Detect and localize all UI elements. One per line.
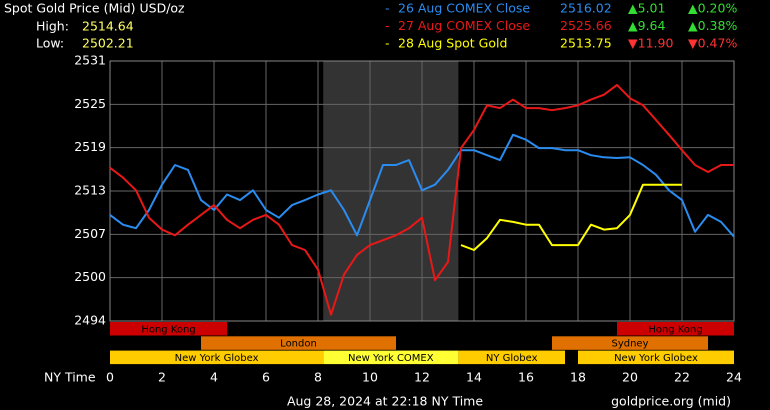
x-tick-label: 8 <box>314 370 322 385</box>
session-bar <box>617 322 734 336</box>
high-label: High: <box>36 19 69 34</box>
x-tick-label: 6 <box>262 370 270 385</box>
plot-frame <box>109 60 735 322</box>
session-label: New York Globex <box>614 353 698 364</box>
y-tick-label: 2531 <box>74 53 106 68</box>
session-bar <box>578 350 734 365</box>
legend-entry: 28 Aug Spot Gold <box>398 36 507 51</box>
session-bar <box>458 350 565 365</box>
y-tick-label: 2513 <box>74 183 106 198</box>
x-tick-label: 4 <box>210 370 218 385</box>
x-tick-label: 18 <box>570 370 586 385</box>
x-tick-label: 22 <box>674 370 690 385</box>
legend-dash: - <box>385 36 390 51</box>
series-line <box>460 183 682 251</box>
legend-change-pct: ▲0.38% <box>688 18 737 33</box>
legend-close: 2525.66 <box>560 18 612 33</box>
session-label: Hong Kong <box>648 324 702 335</box>
source: goldprice.org (mid) <box>611 394 731 409</box>
session-label: New York Globex <box>175 353 259 364</box>
legend-close: 2513.75 <box>560 36 612 51</box>
legend-change-pct: ▲0.20% <box>688 1 737 16</box>
legend-entry: 27 Aug COMEX Close <box>398 18 530 33</box>
series-line <box>109 83 734 316</box>
y-tick-label: 2519 <box>74 139 106 154</box>
x-tick-label: 16 <box>518 370 534 385</box>
session-bar <box>552 336 708 350</box>
legend-dash: - <box>385 18 390 33</box>
legend-entry: 26 Aug COMEX Close <box>398 1 530 16</box>
y-tick-label: 2525 <box>74 96 106 111</box>
y-tick-label: 2500 <box>74 269 106 284</box>
x-tick-label: 24 <box>726 370 742 385</box>
x-tick-label: 20 <box>622 370 638 385</box>
x-tick-label: 12 <box>414 370 430 385</box>
legend-change: ▲5.01 <box>628 1 665 16</box>
x-tick-label: 10 <box>362 370 378 385</box>
legend-dash: - <box>385 1 390 16</box>
legend-change: ▲9.64 <box>628 18 665 33</box>
session-label: London <box>280 339 317 350</box>
low-label: Low: <box>36 36 64 51</box>
legend-change-pct: ▼0.47% <box>688 36 737 51</box>
y-tick-label: 2507 <box>74 226 106 241</box>
x-tick-label: 0 <box>106 370 114 385</box>
series-line <box>109 133 735 238</box>
legend-change: ▼11.90 <box>628 36 673 51</box>
session-bar <box>110 350 324 365</box>
x-tick-label: 2 <box>158 370 166 385</box>
session-bar <box>110 322 227 336</box>
session-label: New York COMEX <box>348 353 434 364</box>
footer: Aug 28, 2024 at 22:18 NY Time <box>287 394 483 409</box>
session-label: NY Globex <box>486 353 538 364</box>
session-label: Hong Kong <box>141 324 195 335</box>
chart-title: Spot Gold Price (Mid) USD/oz <box>4 1 185 16</box>
session-bar <box>201 336 396 350</box>
x-axis-label: NY Time <box>44 370 96 385</box>
session-bar <box>323 350 459 365</box>
legend-close: 2516.02 <box>560 1 612 16</box>
session-label: Sydney <box>611 339 648 350</box>
y-tick-label: 2494 <box>74 313 106 328</box>
x-tick-label: 14 <box>466 370 482 385</box>
low-value: 2502.21 <box>82 36 134 51</box>
high-value: 2514.64 <box>82 19 134 34</box>
